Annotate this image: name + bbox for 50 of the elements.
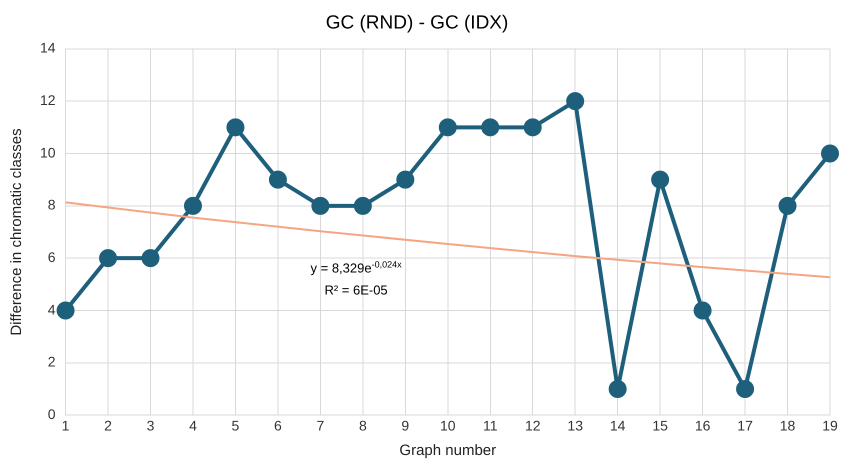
- x-tick-label: 16: [694, 417, 711, 434]
- point: [778, 196, 797, 215]
- point: [354, 196, 372, 215]
- y-tick-label: 0: [48, 406, 56, 422]
- x-tick-label: 18: [780, 417, 796, 434]
- x-tick-label: 5: [232, 417, 240, 434]
- x-tick-label: 3: [146, 417, 155, 434]
- x-tick-label: 14: [610, 417, 626, 434]
- y-axis-title: Difference in chromatic classes: [8, 128, 26, 336]
- point: [184, 196, 202, 215]
- point: [736, 380, 754, 398]
- x-tick-label: 17: [737, 417, 754, 434]
- point: [142, 249, 160, 268]
- x-tick-label: 4: [189, 417, 198, 434]
- point: [311, 196, 330, 215]
- y-tick-label: 6: [48, 249, 56, 266]
- point: [608, 380, 627, 398]
- x-tick-label: 8: [358, 417, 367, 434]
- x-tick-label: 2: [104, 417, 112, 434]
- y-tick-label: 12: [40, 92, 56, 108]
- x-tick-label: 12: [524, 417, 541, 434]
- point: [56, 302, 75, 320]
- y-tick-label: 10: [40, 144, 56, 160]
- x-tick-label: 9: [401, 417, 410, 434]
- point: [396, 170, 414, 189]
- x-tick-label: 7: [316, 417, 324, 434]
- point: [566, 92, 584, 110]
- x-tick-label: 13: [567, 417, 584, 434]
- point: [481, 118, 500, 136]
- point: [226, 118, 244, 136]
- y-tick-label: 2: [48, 354, 56, 370]
- x-tick-label: 19: [822, 417, 838, 434]
- y-tick-label: 14: [40, 40, 56, 56]
- point: [99, 249, 118, 268]
- y-tick-label: 8: [48, 196, 56, 213]
- x-tick-label: 6: [274, 417, 282, 434]
- point: [651, 170, 670, 189]
- x-axis-title: Graph number: [399, 442, 496, 460]
- chart-title: GC (RND) - GC (IDX): [326, 12, 508, 34]
- x-tick-label: 15: [652, 417, 668, 434]
- annotation: R² = 6E-05: [324, 282, 388, 298]
- point: [821, 144, 839, 162]
- x-tick-label: 11: [482, 417, 498, 434]
- point: [694, 302, 712, 320]
- x-tick-label: 1: [62, 417, 70, 434]
- point: [268, 170, 287, 189]
- y-tick-label: 4: [48, 301, 56, 318]
- point: [524, 118, 542, 136]
- point: [438, 118, 457, 136]
- x-tick-label: 10: [440, 417, 456, 434]
